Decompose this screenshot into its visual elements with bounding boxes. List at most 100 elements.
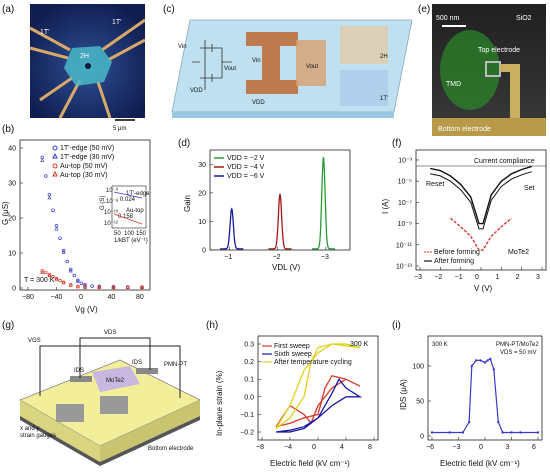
label-e-sio2: SiO2 bbox=[516, 15, 532, 22]
point-b-s2 bbox=[44, 270, 48, 275]
panel-i-label: (i) bbox=[392, 320, 401, 331]
y-tick-label: −0.2 bbox=[240, 430, 254, 437]
y-tick-label: 10⁻³ bbox=[398, 158, 412, 165]
electrode-top bbox=[246, 32, 298, 46]
panel-e: (e) 500 nm SiO2 Top electrode TMD Bottom… bbox=[418, 4, 546, 136]
strain-loop-0 bbox=[275, 374, 361, 428]
legend-b-2: Au-top (50 mV) bbox=[60, 163, 107, 170]
point-b-s1 bbox=[75, 278, 80, 283]
panel-b-legend: 1T'-edge (50 mV) 1T'-edge (30 mV) Au-top… bbox=[52, 145, 114, 179]
inset-xtick-1: 100 bbox=[124, 231, 135, 237]
panel-f-ticks: −3 −2 −1 0 1 2 3 10⁻³ 10⁻⁵ 10⁻⁷ 10⁻⁹ 10⁻¹¹ 10⁻¹³ bbox=[396, 158, 543, 281]
inset-ytick-0: 10⁻⁶ bbox=[106, 187, 119, 194]
panel-i-ticks: −6 −3 0 3 6 100 50 0 bbox=[412, 364, 539, 451]
panel-b-xlabel: Vg (V) bbox=[75, 305, 98, 314]
point-b-s0 bbox=[76, 278, 80, 282]
label-c-6: 2H bbox=[380, 54, 388, 60]
point-b-s0 bbox=[58, 236, 62, 240]
label-g-8: Bottom electrode bbox=[148, 446, 194, 452]
panel-g: (g) VGS VDS PMN-PT IDS IDS MoTe2 x and y… bbox=[2, 320, 201, 466]
y-tick-label: 50 bbox=[416, 399, 424, 406]
ids-point bbox=[492, 368, 496, 371]
scalebar-a-label: 5 μm bbox=[113, 126, 126, 132]
inset-xtick-0: 50 bbox=[114, 231, 121, 237]
ids-point bbox=[536, 431, 540, 434]
inset-xtick-2: 150 bbox=[136, 231, 147, 237]
panel-f-series bbox=[430, 165, 533, 251]
y-tick-label: 20 bbox=[8, 216, 16, 223]
inset-ann-1: 0.024 bbox=[120, 197, 136, 203]
x-tick-label: 8 bbox=[368, 444, 372, 451]
panel-h-xlabel: Electric field (kV cm⁻¹) bbox=[270, 459, 350, 468]
label-e-bottom: Bottom electrode bbox=[438, 126, 491, 133]
strain-gauges bbox=[56, 396, 128, 422]
y-tick-label: 30 bbox=[198, 162, 206, 169]
point-b-s0 bbox=[65, 259, 69, 264]
panel-b-label: (b) bbox=[2, 124, 14, 135]
x-tick-label: 0 bbox=[312, 444, 316, 451]
y-tick-label: 0 bbox=[12, 286, 16, 293]
label-c-1: Vout bbox=[224, 66, 236, 72]
panel-i-xlabel: Electric field (kV cm⁻¹) bbox=[440, 459, 520, 468]
y-tick-label: 0.1 bbox=[244, 377, 254, 384]
legend-h-1: Sixth sweep bbox=[274, 351, 312, 358]
panel-i-bias: VDS = 50 mV bbox=[500, 350, 537, 356]
y-tick-label: 10⁻⁵ bbox=[398, 179, 412, 186]
bottom-electrode-shape bbox=[432, 118, 546, 136]
label-1t-left: 1T' bbox=[40, 29, 50, 36]
point-b-s3 bbox=[61, 280, 66, 285]
x-tick-label: −4 bbox=[284, 444, 292, 451]
legend-b-3: Au-top (30 mV) bbox=[60, 172, 107, 179]
x-tick-label: 40 bbox=[108, 294, 116, 301]
ids-curve bbox=[432, 358, 538, 434]
inverter-circuit bbox=[192, 40, 232, 90]
panel-d-ylabel: Gain bbox=[183, 195, 192, 212]
legend-b-0: 1T'-edge (50 mV) bbox=[60, 145, 114, 152]
material-label-f: MoTe2 bbox=[508, 249, 529, 256]
panel-g-label: (g) bbox=[2, 320, 14, 331]
x-tick-label: −80 bbox=[22, 294, 34, 301]
label-c-0: Vin bbox=[178, 44, 187, 50]
ids-point bbox=[497, 420, 500, 424]
gain-curve-2 bbox=[220, 207, 244, 250]
y-tick-label: 0 bbox=[420, 434, 424, 441]
panel-e-label: (e) bbox=[418, 4, 430, 15]
legend-f-1: After forming bbox=[434, 258, 474, 265]
gain-curve-1 bbox=[268, 192, 292, 250]
point-b-s1 bbox=[61, 249, 66, 254]
panel-d-xlabel: VDL (V) bbox=[272, 263, 300, 272]
panel-b-inset: G (S) 10⁻⁶ 10⁻⁸ 10⁻¹⁰ 10⁻¹² 50 100 150 1… bbox=[100, 185, 150, 244]
legend-h-0: First sweep bbox=[274, 343, 310, 350]
y-tick-label: 0.3 bbox=[244, 342, 254, 349]
y-tick-label: 0 bbox=[202, 248, 206, 255]
ids-point bbox=[470, 364, 473, 368]
ids-point bbox=[486, 359, 489, 362]
panel-d-ticks: −1 −2 −3 0 10 20 30 bbox=[198, 162, 329, 261]
inset-xlabel: 1/kBT (eV⁻¹) bbox=[114, 238, 148, 244]
label-g-2: PMN-PT bbox=[164, 362, 187, 368]
panel-h: (h) −8 −4 0 4 8 0.3 0.2 0.1 0.0 −0.1 −0.2 300 K Fi… bbox=[206, 320, 379, 468]
panel-h-ylabel: In-plane strain (%) bbox=[215, 370, 224, 436]
gain-curve-0 bbox=[311, 157, 335, 250]
point-b-s1 bbox=[54, 226, 59, 231]
point-b-s3 bbox=[97, 285, 102, 289]
panel-d: (d) −1 −2 −3 0 10 20 30 VDL (V) Gain VDD = −2 … bbox=[178, 138, 351, 272]
ids-point bbox=[448, 431, 451, 434]
label-c-2: VDD bbox=[190, 88, 203, 94]
x-tick-label: 0 bbox=[475, 274, 479, 281]
y-tick-label: 40 bbox=[8, 146, 16, 153]
ids-point bbox=[430, 431, 434, 434]
tmd-flake bbox=[440, 30, 500, 110]
panel-b-temp: T = 300 K bbox=[24, 277, 55, 284]
panel-h-label: (h) bbox=[206, 320, 218, 331]
legend-f-0: Before forming bbox=[434, 249, 480, 256]
compliance-label: Current compliance bbox=[474, 158, 535, 165]
reset-label: Reset bbox=[426, 181, 444, 188]
label-g-7: strain gauges bbox=[20, 433, 56, 439]
inset-ytick-2: 10⁻¹⁰ bbox=[104, 209, 119, 216]
point-b-s0 bbox=[68, 267, 73, 272]
x-tick-label: 1 bbox=[495, 274, 499, 281]
y-tick-label: 0.0 bbox=[244, 394, 254, 401]
